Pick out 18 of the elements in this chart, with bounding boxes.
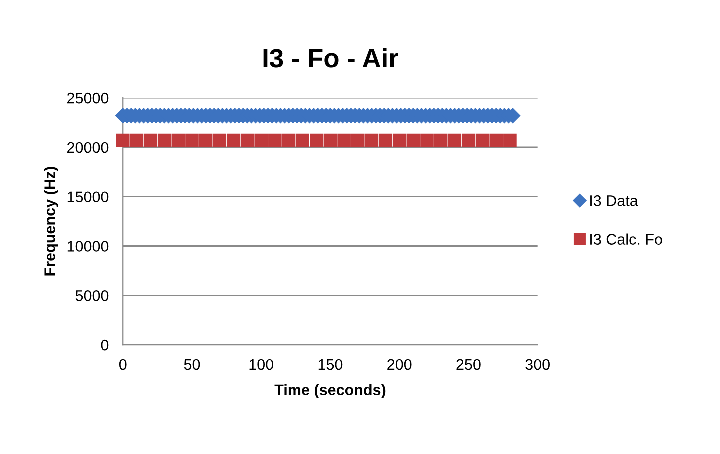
y-tick-label: 15000 [68, 192, 109, 203]
y-tick-label: 10000 [68, 241, 109, 252]
x-tick-label: 50 [184, 359, 200, 370]
x-tick-label: 150 [318, 359, 343, 370]
y-tick-label: 5000 [76, 290, 109, 302]
y-tick-label: 25000 [68, 92, 109, 104]
x-tick-label: 300 [526, 359, 550, 370]
chart-title: I3 - Fo - Air [264, 48, 398, 68]
y-axis-title: Frequency (Hz) [44, 167, 58, 276]
x-tick-label: 0 [119, 359, 127, 370]
x-tick-label: 250 [456, 359, 481, 370]
x-axis-title: Time (seconds) [274, 384, 386, 399]
legend-label: I3 Calc. Fo [590, 234, 662, 245]
y-tick-label: 0 [101, 340, 109, 351]
x-tick-label: 200 [388, 359, 412, 370]
x-tick-label: 100 [250, 359, 274, 370]
legend-label: I3 Data [590, 195, 638, 206]
y-tick-label: 20000 [68, 142, 109, 154]
